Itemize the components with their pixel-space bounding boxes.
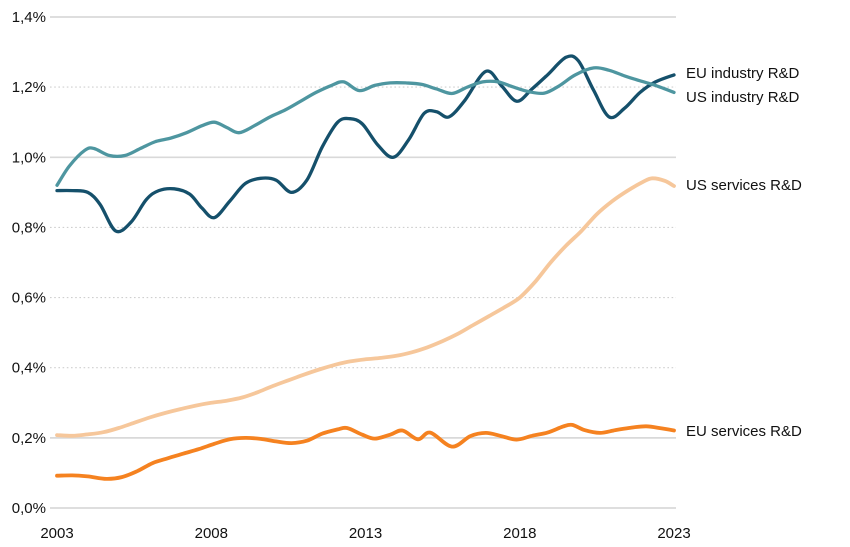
series-label-us-industry: US industry R&D (686, 89, 800, 106)
y-axis-tick-label: 1,0% (12, 149, 46, 166)
y-axis-tick-label: 0,4% (12, 360, 46, 377)
x-axis-tick-label: 2013 (349, 525, 382, 542)
x-axis-tick-label: 2008 (195, 525, 228, 542)
series-line-us-services (55, 176, 676, 438)
series-label-eu-industry: EU industry R&D (686, 65, 800, 82)
y-axis-tick-label: 0,8% (12, 219, 46, 236)
x-axis-tick-label: 2003 (40, 525, 73, 542)
series-label-eu-services: EU services R&D (686, 423, 802, 440)
y-axis-tick-label: 1,2% (12, 79, 46, 96)
series-layer (55, 54, 676, 481)
series-line-eu-industry (55, 54, 676, 234)
series-label-us-services: US services R&D (686, 177, 802, 194)
y-axis-tick-label: 0,2% (12, 430, 46, 447)
y-axis-tick-label: 1,4% (12, 9, 46, 26)
y-axis-tick-label: 0,0% (12, 500, 46, 517)
y-axis-tick-label: 0,6% (12, 290, 46, 307)
series-line-eu-services (55, 422, 676, 481)
x-axis-tick-label: 2023 (657, 525, 690, 542)
series-line-us-industry (55, 66, 676, 187)
axis-labels-layer: 0,0% 0,2% 0,4% 0,6% 0,8% 1,0% 1,2% 1,4% 2003 2008… (12, 9, 802, 542)
x-axis-tick-label: 2018 (503, 525, 536, 542)
gridlines-layer (50, 16, 676, 509)
